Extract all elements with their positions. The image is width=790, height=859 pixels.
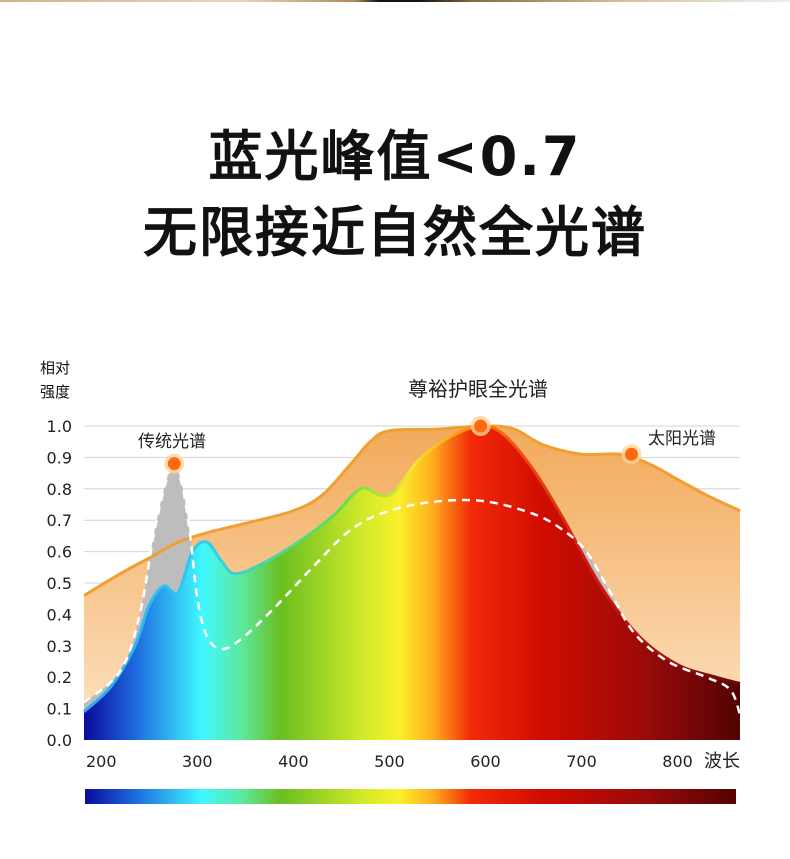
x-tick-label: 800 xyxy=(662,752,693,771)
y-axis-label: 相对强度 xyxy=(40,359,71,401)
y-tick-label: 0.9 xyxy=(47,448,72,467)
sun-spectrum-label: 太阳光谱 xyxy=(648,429,716,449)
x-tick-label: 400 xyxy=(278,752,309,771)
x-axis-label: 波长 xyxy=(704,751,740,772)
y-tick-label: 0.8 xyxy=(47,480,72,499)
x-tick-label: 300 xyxy=(182,752,213,771)
y-tick-label: 0.3 xyxy=(47,637,72,656)
y-tick-label: 0.2 xyxy=(47,668,72,687)
y-tick-label: 0.1 xyxy=(47,700,72,719)
y-tick-label: 0.0 xyxy=(47,731,72,750)
headline-line-1: 蓝光峰值<0.7 xyxy=(208,125,582,188)
full-spectrum-label: 尊裕护眼全光谱 xyxy=(408,377,548,401)
peak-marker xyxy=(474,419,488,433)
peak-marker xyxy=(624,447,638,461)
top-decor-bar xyxy=(0,0,790,2)
y-tick-label: 0.4 xyxy=(47,605,72,624)
x-tick-label: 500 xyxy=(374,752,405,771)
wavelength-colorbar xyxy=(85,789,736,804)
y-tick-label: 1.0 xyxy=(47,417,72,436)
y-tick-label: 0.5 xyxy=(47,574,72,593)
traditional-spectrum-line xyxy=(83,462,742,716)
x-tick-label: 700 xyxy=(566,752,597,771)
full-spectrum-area xyxy=(84,425,740,740)
traditional-spectrum-label: 传统光谱 xyxy=(138,432,206,452)
y-tick-label: 0.7 xyxy=(47,511,72,530)
headline-line-2: 无限接近自然全光谱 xyxy=(143,201,647,264)
x-tick-label: 600 xyxy=(470,752,501,771)
peak-marker xyxy=(167,457,181,471)
y-tick-label: 0.6 xyxy=(47,543,72,562)
sun-spectrum-line xyxy=(83,424,741,597)
full-spectrum-line xyxy=(82,424,741,713)
x-tick-label: 200 xyxy=(86,752,117,771)
